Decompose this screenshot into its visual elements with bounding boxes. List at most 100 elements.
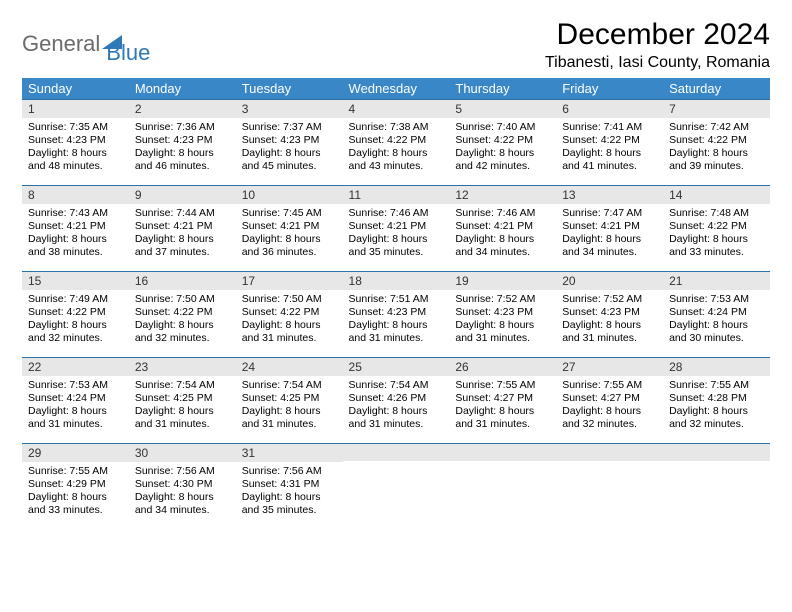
calendar-day-cell: 18Sunrise: 7:51 AMSunset: 4:23 PMDayligh… xyxy=(343,272,450,358)
day-body: Sunrise: 7:37 AMSunset: 4:23 PMDaylight:… xyxy=(236,118,343,178)
weekday-header: Monday xyxy=(129,78,236,100)
day-number: 7 xyxy=(663,100,770,118)
calendar-day-cell: 5Sunrise: 7:40 AMSunset: 4:22 PMDaylight… xyxy=(449,100,556,186)
day-number: 18 xyxy=(343,272,450,290)
weekday-header-row: Sunday Monday Tuesday Wednesday Thursday… xyxy=(22,78,770,100)
daylight-text: and 31 minutes. xyxy=(135,418,230,431)
daylight-text: Daylight: 8 hours xyxy=(242,147,337,160)
sunrise-text: Sunrise: 7:36 AM xyxy=(135,121,230,134)
sunrise-text: Sunrise: 7:53 AM xyxy=(669,293,764,306)
daylight-text: Daylight: 8 hours xyxy=(28,319,123,332)
day-body: Sunrise: 7:41 AMSunset: 4:22 PMDaylight:… xyxy=(556,118,663,178)
day-body: Sunrise: 7:50 AMSunset: 4:22 PMDaylight:… xyxy=(236,290,343,350)
daylight-text: and 34 minutes. xyxy=(135,504,230,517)
sunset-text: Sunset: 4:23 PM xyxy=(135,134,230,147)
sunrise-text: Sunrise: 7:50 AM xyxy=(242,293,337,306)
sunset-text: Sunset: 4:24 PM xyxy=(28,392,123,405)
sunrise-text: Sunrise: 7:46 AM xyxy=(455,207,550,220)
sunset-text: Sunset: 4:22 PM xyxy=(242,306,337,319)
sunset-text: Sunset: 4:23 PM xyxy=(349,306,444,319)
calendar-day-cell: 26Sunrise: 7:55 AMSunset: 4:27 PMDayligh… xyxy=(449,358,556,444)
day-body: Sunrise: 7:47 AMSunset: 4:21 PMDaylight:… xyxy=(556,204,663,264)
day-number: 8 xyxy=(22,186,129,204)
sunset-text: Sunset: 4:27 PM xyxy=(455,392,550,405)
month-title: December 2024 xyxy=(545,18,770,52)
daylight-text: and 33 minutes. xyxy=(28,504,123,517)
daylight-text: and 31 minutes. xyxy=(349,418,444,431)
sunrise-text: Sunrise: 7:55 AM xyxy=(669,379,764,392)
daylight-text: Daylight: 8 hours xyxy=(135,147,230,160)
sunset-text: Sunset: 4:29 PM xyxy=(28,478,123,491)
sunset-text: Sunset: 4:22 PM xyxy=(455,134,550,147)
calendar-day-cell: 15Sunrise: 7:49 AMSunset: 4:22 PMDayligh… xyxy=(22,272,129,358)
daylight-text: and 32 minutes. xyxy=(669,418,764,431)
calendar-day-cell: 21Sunrise: 7:53 AMSunset: 4:24 PMDayligh… xyxy=(663,272,770,358)
daylight-text: Daylight: 8 hours xyxy=(28,147,123,160)
daylight-text: Daylight: 8 hours xyxy=(669,147,764,160)
sunset-text: Sunset: 4:21 PM xyxy=(135,220,230,233)
sunset-text: Sunset: 4:26 PM xyxy=(349,392,444,405)
daylight-text: and 31 minutes. xyxy=(28,418,123,431)
daylight-text: and 45 minutes. xyxy=(242,160,337,173)
location: Tibanesti, Iasi County, Romania xyxy=(545,54,770,72)
sunset-text: Sunset: 4:23 PM xyxy=(242,134,337,147)
day-number: 17 xyxy=(236,272,343,290)
logo-word-general: General xyxy=(22,31,100,57)
day-number xyxy=(556,444,663,461)
sunrise-text: Sunrise: 7:43 AM xyxy=(28,207,123,220)
sunset-text: Sunset: 4:25 PM xyxy=(135,392,230,405)
calendar-week-row: 22Sunrise: 7:53 AMSunset: 4:24 PMDayligh… xyxy=(22,358,770,444)
day-body: Sunrise: 7:55 AMSunset: 4:27 PMDaylight:… xyxy=(556,376,663,436)
sunrise-text: Sunrise: 7:40 AM xyxy=(455,121,550,134)
daylight-text: Daylight: 8 hours xyxy=(242,233,337,246)
daylight-text: Daylight: 8 hours xyxy=(562,147,657,160)
calendar-day-cell: 17Sunrise: 7:50 AMSunset: 4:22 PMDayligh… xyxy=(236,272,343,358)
weekday-header: Saturday xyxy=(663,78,770,100)
day-number: 25 xyxy=(343,358,450,376)
day-number: 11 xyxy=(343,186,450,204)
sunset-text: Sunset: 4:22 PM xyxy=(349,134,444,147)
calendar-day-cell: 30Sunrise: 7:56 AMSunset: 4:30 PMDayligh… xyxy=(129,444,236,530)
daylight-text: and 31 minutes. xyxy=(242,332,337,345)
weekday-header: Thursday xyxy=(449,78,556,100)
calendar-day-cell: 20Sunrise: 7:52 AMSunset: 4:23 PMDayligh… xyxy=(556,272,663,358)
sunrise-text: Sunrise: 7:35 AM xyxy=(28,121,123,134)
day-number: 12 xyxy=(449,186,556,204)
calendar-day-cell: 25Sunrise: 7:54 AMSunset: 4:26 PMDayligh… xyxy=(343,358,450,444)
calendar-day-cell: 13Sunrise: 7:47 AMSunset: 4:21 PMDayligh… xyxy=(556,186,663,272)
daylight-text: and 39 minutes. xyxy=(669,160,764,173)
day-body: Sunrise: 7:54 AMSunset: 4:25 PMDaylight:… xyxy=(129,376,236,436)
day-body: Sunrise: 7:49 AMSunset: 4:22 PMDaylight:… xyxy=(22,290,129,350)
daylight-text: and 38 minutes. xyxy=(28,246,123,259)
day-number: 22 xyxy=(22,358,129,376)
sunrise-text: Sunrise: 7:48 AM xyxy=(669,207,764,220)
daylight-text: and 32 minutes. xyxy=(28,332,123,345)
day-number: 15 xyxy=(22,272,129,290)
daylight-text: and 30 minutes. xyxy=(669,332,764,345)
sunrise-text: Sunrise: 7:52 AM xyxy=(455,293,550,306)
daylight-text: and 46 minutes. xyxy=(135,160,230,173)
sunset-text: Sunset: 4:28 PM xyxy=(669,392,764,405)
sunrise-text: Sunrise: 7:55 AM xyxy=(455,379,550,392)
daylight-text: and 31 minutes. xyxy=(455,332,550,345)
sunset-text: Sunset: 4:23 PM xyxy=(28,134,123,147)
daylight-text: Daylight: 8 hours xyxy=(135,233,230,246)
day-number: 20 xyxy=(556,272,663,290)
daylight-text: Daylight: 8 hours xyxy=(28,491,123,504)
sunrise-text: Sunrise: 7:55 AM xyxy=(562,379,657,392)
daylight-text: Daylight: 8 hours xyxy=(242,491,337,504)
day-number xyxy=(343,444,450,461)
sunset-text: Sunset: 4:22 PM xyxy=(562,134,657,147)
daylight-text: and 31 minutes. xyxy=(349,332,444,345)
weekday-header: Tuesday xyxy=(236,78,343,100)
sunrise-text: Sunrise: 7:49 AM xyxy=(28,293,123,306)
day-body: Sunrise: 7:52 AMSunset: 4:23 PMDaylight:… xyxy=(556,290,663,350)
calendar-day-cell: 19Sunrise: 7:52 AMSunset: 4:23 PMDayligh… xyxy=(449,272,556,358)
calendar-day-cell xyxy=(663,444,770,530)
day-number: 3 xyxy=(236,100,343,118)
day-body xyxy=(343,461,450,468)
sunrise-text: Sunrise: 7:47 AM xyxy=(562,207,657,220)
day-body: Sunrise: 7:55 AMSunset: 4:28 PMDaylight:… xyxy=(663,376,770,436)
calendar-week-row: 8Sunrise: 7:43 AMSunset: 4:21 PMDaylight… xyxy=(22,186,770,272)
daylight-text: and 43 minutes. xyxy=(349,160,444,173)
